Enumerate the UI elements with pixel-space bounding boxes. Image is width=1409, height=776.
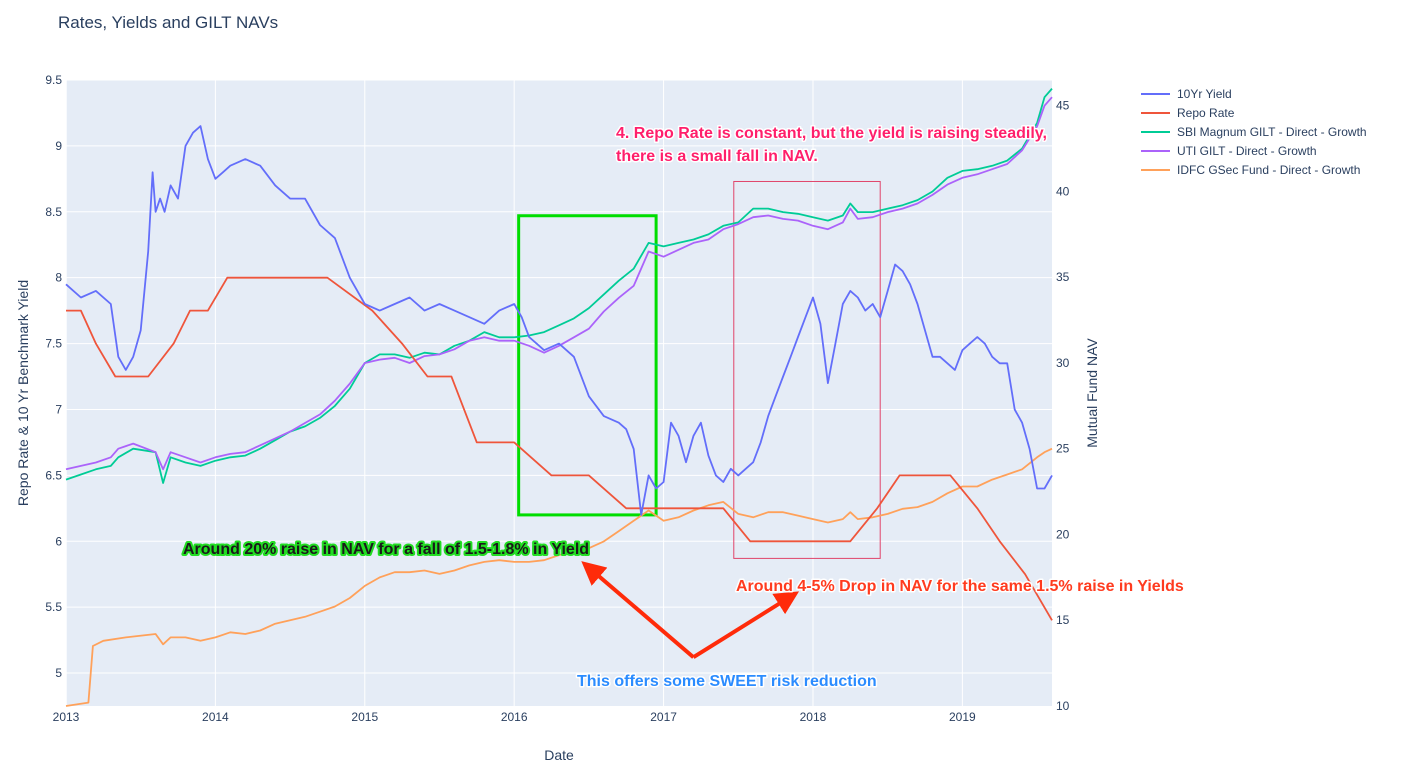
legend-label: 10Yr Yield [1177,87,1232,101]
y2-tick-label: 35 [1056,270,1070,284]
legend-item[interactable]: UTI GILT - Direct - Growth [1141,144,1317,158]
x-tick-label: 2015 [351,710,378,724]
legend-label: UTI GILT - Direct - Growth [1177,144,1317,158]
legend-item[interactable]: IDFC GSec Fund - Direct - Growth [1141,163,1360,177]
legend-item[interactable]: SBI Magnum GILT - Direct - Growth [1141,125,1367,139]
annotation-repo-constant-line1: 4. Repo Rate is constant, but the yield … [616,125,1047,142]
x-tick-label: 2016 [501,710,528,724]
y2-tick-label: 15 [1056,613,1070,627]
annotation-repo-constant-line2: there is a small fall in NAV. [616,148,818,165]
y2-tick-label: 45 [1056,99,1070,113]
legend[interactable]: 10Yr Yield Repo Rate SBI Magnum GILT - Dir… [1141,87,1367,177]
y2-tick-label: 40 [1056,184,1070,198]
x-tick-label: 2019 [949,710,976,724]
series-line-sbi-magnum-gilt-direct-growth [65,88,1053,484]
series-line-repo-rate [66,276,1053,621]
highlight-box-2 [733,180,881,559]
annotation-arrow-1 [581,561,695,659]
y-tick-label: 6.5 [45,468,62,482]
x-tick-label: 2018 [800,710,827,724]
x-tick-label: 2013 [53,710,80,724]
y2-tick-label: 20 [1056,527,1070,541]
y-tick-label: 7 [55,402,62,416]
annotation-nav-raise: Around 20% raise in NAV for a fall of 1.… [183,541,589,558]
axis-ticks: 2013 2014 2015 2016 2017 2018 201955.566.577.5… [45,73,1069,724]
series-line-10yr-yield [65,125,1053,516]
x-tick-label: 2017 [650,710,677,724]
y-tick-label: 5 [55,666,62,680]
annotation-arrow-2 [692,591,800,659]
series-line-idfc-gsec-fund-direct-growth [65,447,1053,707]
annotation-nav-drop: Around 4-5% Drop in NAV for the same 1.5… [736,578,1184,595]
y-tick-label: 9.5 [45,73,62,87]
y-tick-label: 8 [55,271,62,285]
chart-title: Rates, Yields and GILT NAVs [58,13,278,32]
y-tick-label: 9 [55,139,62,153]
x-tick-label: 2014 [202,710,229,724]
series-layer [65,88,1053,707]
y-tick-label: 8.5 [45,205,62,219]
annotation-risk-reduction: This offers some SWEET risk reduction [577,673,877,690]
legend-item[interactable]: 10Yr Yield [1141,87,1232,101]
y2-tick-label: 25 [1056,442,1070,456]
legend-label: SBI Magnum GILT - Direct - Growth [1177,125,1367,139]
y2-tick-label: 30 [1056,356,1070,370]
annotation-arrows [581,561,800,659]
y-tick-label: 7.5 [45,337,62,351]
legend-label: Repo Rate [1177,106,1235,120]
y-tick-label: 6 [55,534,62,548]
highlight-box-1 [517,214,658,517]
x-axis-title: Date [544,747,574,763]
y-tick-label: 5.5 [45,600,62,614]
y2-tick-label: 10 [1056,699,1070,713]
legend-label: IDFC GSec Fund - Direct - Growth [1177,163,1360,177]
y-axis-title: Repo Rate & 10 Yr Benchmark Yield [15,280,31,506]
legend-item[interactable]: Repo Rate [1141,106,1235,120]
y2-axis-title: Mutual Fund NAV [1084,338,1100,448]
highlight-boxes [517,180,881,559]
series-line-uti-gilt-direct-growth [65,96,1053,471]
plot-area [66,80,1052,706]
annotations: 4. Repo Rate is constant, but the yield … [181,124,1185,692]
